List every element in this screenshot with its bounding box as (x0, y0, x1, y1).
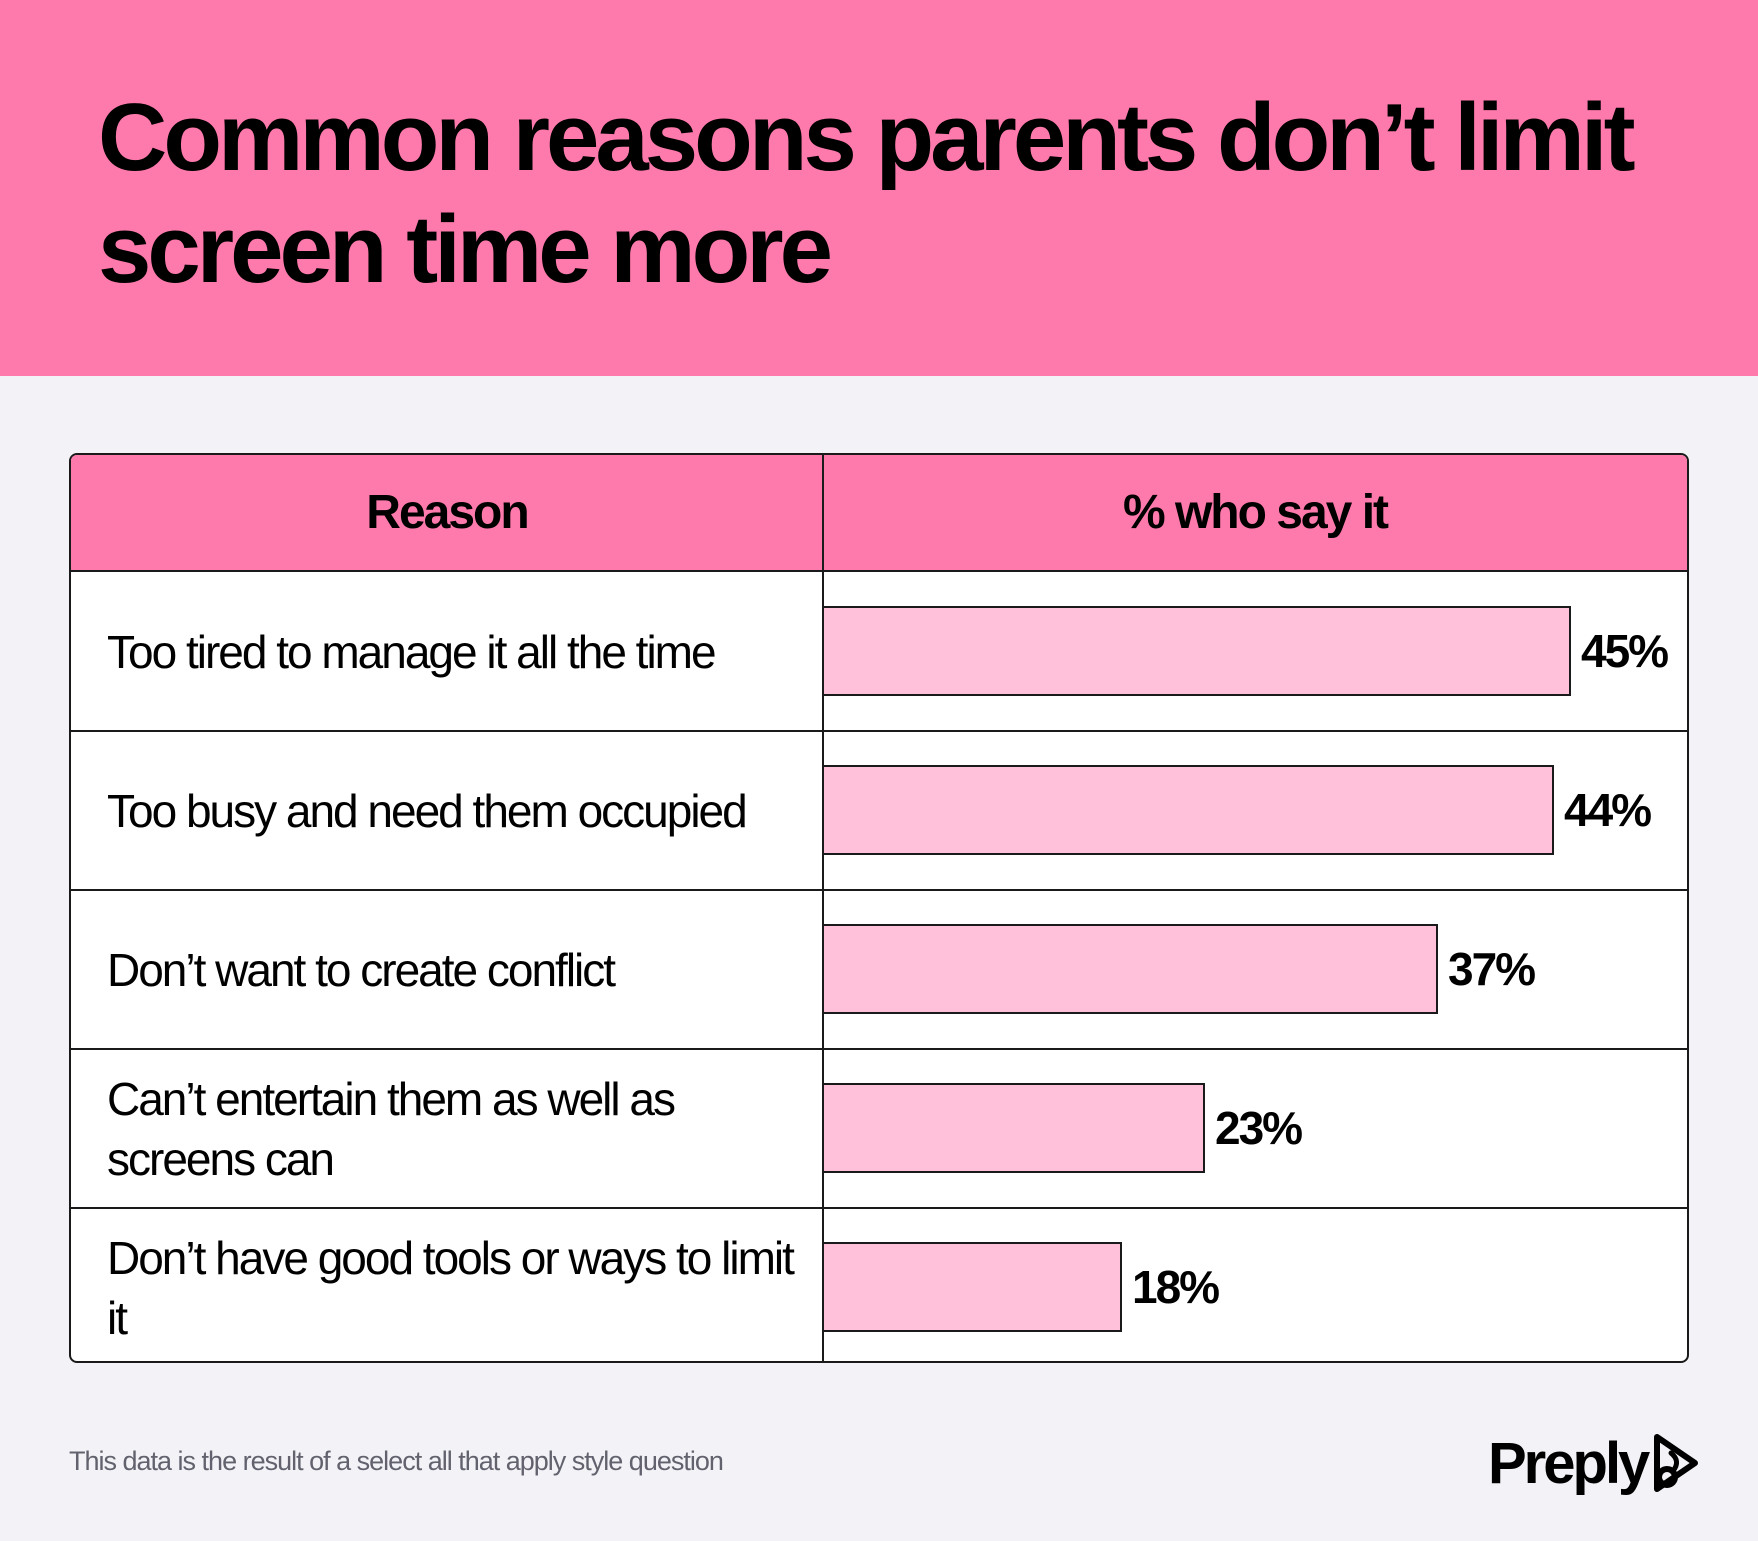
bar (823, 1242, 1122, 1332)
reason-label: Can’t entertain them as well as screens … (107, 1072, 676, 1185)
bar (823, 1083, 1205, 1173)
bar (823, 606, 1571, 696)
reason-label: Don’t have good tools or ways to limit i… (107, 1231, 795, 1344)
row-separator (71, 1207, 1687, 1209)
row-separator (71, 730, 1687, 732)
bar-value-label: 45% (1581, 625, 1669, 677)
table-row: Too busy and need them occupied 44% (71, 731, 1687, 890)
bar-value-label: 37% (1448, 943, 1536, 995)
preply-logo-icon (1654, 1433, 1699, 1492)
column-divider (822, 455, 824, 1361)
reason-label: Too busy and need them occupied (107, 784, 748, 837)
page-title: Common reasons parents don’t limit scree… (98, 84, 1636, 303)
reasons-table: Reason % who say it Too tired to manage … (69, 453, 1689, 1363)
table-row: Too tired to manage it all the time 45% (71, 572, 1687, 731)
bar (823, 765, 1554, 855)
column-header-reason: Reason (366, 486, 529, 539)
table-row: Can’t entertain them as well as screens … (71, 1049, 1687, 1208)
reason-label: Don’t want to create conflict (107, 943, 616, 996)
bar-value-label: 23% (1215, 1102, 1303, 1154)
table-row: Don’t want to create conflict 37% (71, 890, 1687, 1049)
bar-value-label: 18% (1132, 1261, 1220, 1313)
row-separator (71, 889, 1687, 891)
preply-logo: Preply (1488, 1430, 1703, 1497)
logo-text: Preply (1488, 1431, 1650, 1496)
column-header-percent: % who say it (1122, 486, 1389, 539)
header-banner: Common reasons parents don’t limit scree… (0, 0, 1758, 376)
bar-value-label: 44% (1564, 784, 1652, 836)
bar (823, 924, 1438, 1014)
table-row: Don’t have good tools or ways to limit i… (71, 1208, 1687, 1361)
reason-label: Too tired to manage it all the time (107, 625, 717, 678)
table-header: Reason % who say it (71, 455, 1687, 572)
row-separator (71, 1048, 1687, 1050)
footnote: This data is the result of a select all … (69, 1446, 724, 1476)
